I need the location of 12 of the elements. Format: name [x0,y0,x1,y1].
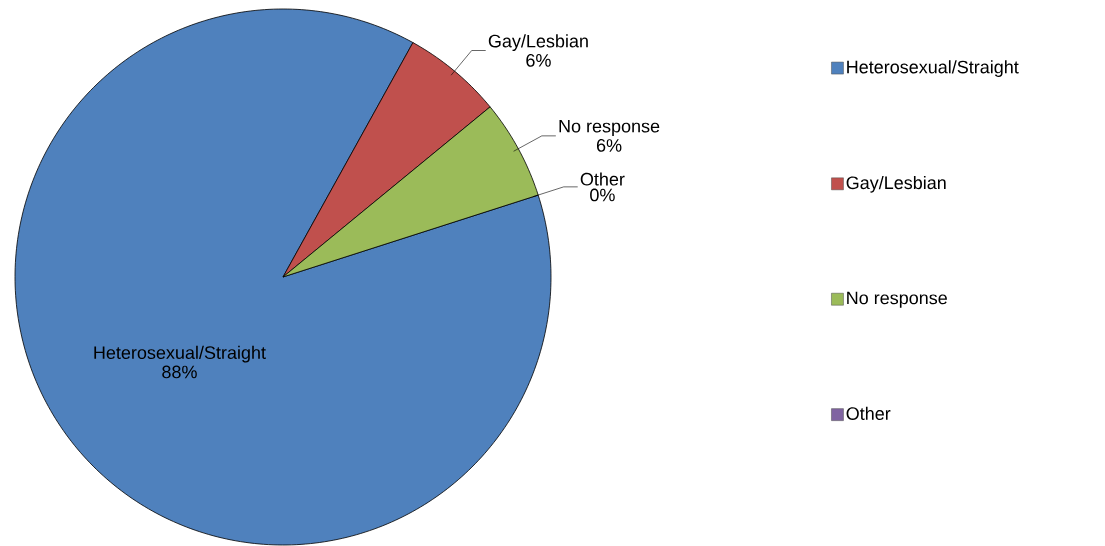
slice-label: No response [559,119,660,137]
legend-label: Gay/Lesbian [846,175,946,193]
legend-label: Other [846,406,891,420]
slice-label: Gay/Lesbian [488,34,588,52]
data-label: 6% [526,54,551,67]
data-label: 6% [596,139,622,152]
legend-label: Heterosexual/Straight [847,60,1019,77]
text: 0% [590,188,615,202]
slice-label: Heterosexual/Straight [94,345,266,363]
data-label: 88% [162,365,197,379]
category-label: Other [580,172,625,186]
legend-label: No response [847,291,947,308]
